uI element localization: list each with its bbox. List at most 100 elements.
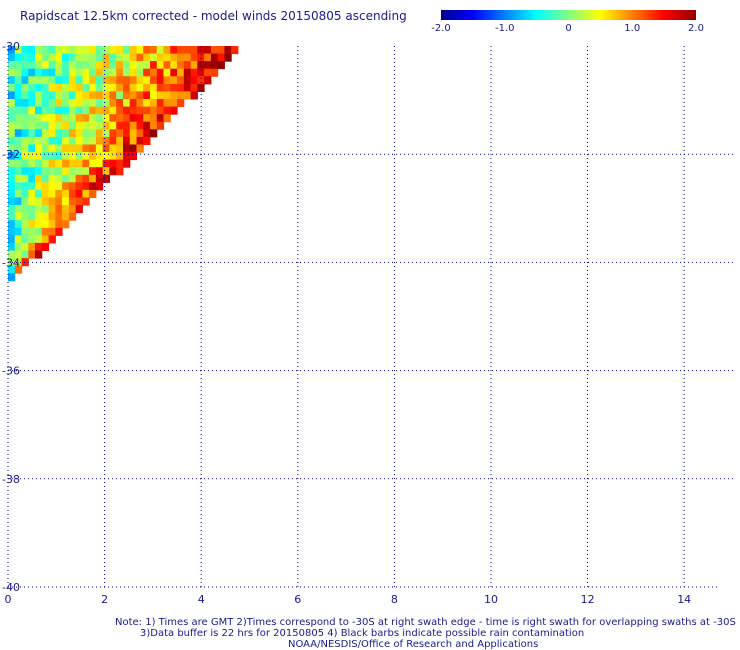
heatmap-cell (102, 174, 110, 183)
heatmap-cell (156, 76, 165, 85)
heatmap-cell (170, 53, 178, 62)
heatmap-cell (8, 273, 16, 282)
heatmap-cell (129, 53, 137, 62)
heatmap-cell (150, 83, 158, 92)
heatmap-cell (210, 53, 219, 62)
heatmap-cell (21, 189, 29, 198)
heatmap-cell (150, 46, 158, 55)
heatmap-cell (48, 159, 56, 168)
heatmap-cell (8, 205, 16, 214)
heatmap-cell (82, 129, 90, 138)
heatmap-cell (190, 68, 198, 77)
heatmap-cell (89, 68, 97, 77)
heatmap-cell (150, 114, 158, 123)
heatmap-cell (8, 235, 16, 244)
heatmap-cell (55, 99, 63, 108)
heatmap-cell (163, 61, 171, 70)
heatmap-cell (116, 159, 124, 168)
heatmap-cell (109, 144, 117, 153)
x-tick-label: 2 (101, 593, 108, 606)
heatmap-cell (95, 114, 104, 123)
heatmap-cell (75, 76, 83, 85)
heatmap-cell (123, 61, 131, 70)
heatmap-cell (197, 61, 205, 70)
heatmap-cell (150, 61, 158, 70)
heatmap-cell (62, 152, 70, 161)
heatmap-cell (170, 91, 178, 100)
heatmap-cell (55, 61, 63, 70)
heatmap-cell (41, 197, 50, 206)
heatmap-cell (156, 114, 165, 123)
heatmap-cell (35, 250, 43, 259)
heatmap-cell (143, 68, 151, 77)
heatmap-cell (102, 159, 110, 168)
heatmap-cell (55, 106, 63, 115)
heatmap-cell (14, 220, 23, 229)
heatmap-cell (89, 174, 97, 183)
heatmap-cell (35, 53, 43, 62)
heatmap-cell (21, 182, 29, 191)
y-tick-label: -40 (2, 581, 20, 594)
heatmap-cell (109, 53, 117, 62)
heatmap-cell (75, 91, 83, 100)
heatmap-cell (143, 106, 151, 115)
note-line-2: 3)Data buffer is 22 hrs for 20150805 4) … (140, 628, 585, 639)
heatmap-cell (62, 129, 70, 138)
heatmap-cell (156, 91, 165, 100)
heatmap-cell (177, 83, 185, 92)
heatmap-cell (8, 189, 16, 198)
heatmap-cell (82, 182, 90, 191)
heatmap-cell (143, 83, 151, 92)
heatmap-cell (204, 68, 212, 77)
heatmap-cell (82, 83, 90, 92)
heatmap-cell (35, 174, 43, 183)
heatmap-cell (48, 189, 56, 198)
heatmap-cell (156, 53, 165, 62)
heatmap-cell (75, 136, 83, 145)
heatmap-cell (109, 121, 117, 130)
heatmap-cell (28, 61, 36, 70)
heatmap-cell (123, 152, 131, 161)
heatmap-cell (170, 76, 178, 85)
heatmap-cell (95, 83, 104, 92)
heatmap-cell (35, 167, 43, 176)
heatmap-cell (177, 99, 185, 108)
heatmap-cell (14, 167, 23, 176)
heatmap-cell (28, 99, 36, 108)
heatmap-cell (82, 61, 90, 70)
heatmap-cell (68, 106, 77, 115)
heatmap-cell (116, 167, 124, 176)
heatmap-cell (75, 159, 83, 168)
heatmap-cell (123, 159, 131, 168)
heatmap-cell (14, 53, 23, 62)
heatmap-cell (177, 76, 185, 85)
heatmap-cell (35, 136, 43, 145)
heatmap-cell (190, 83, 198, 92)
heatmap-cell (48, 205, 56, 214)
heatmap-cell (82, 121, 90, 130)
heatmap-cell (89, 159, 97, 168)
heatmap-cell (68, 68, 77, 77)
heatmap-cell (35, 220, 43, 229)
heatmap-cell (109, 76, 117, 85)
heatmap-cell (183, 61, 192, 70)
heatmap-cell (35, 121, 43, 130)
heatmap-cell (28, 220, 36, 229)
heatmap-cell (143, 91, 151, 100)
heatmap-cell (21, 205, 29, 214)
heatmap-cell (8, 106, 16, 115)
heatmap-cell (14, 189, 23, 198)
heatmap-cell (123, 136, 131, 145)
heatmap-cell (150, 99, 158, 108)
heatmap-cell (197, 68, 205, 77)
heatmap-cell (8, 242, 16, 251)
heatmap-cell (89, 83, 97, 92)
heatmap-cell (48, 182, 56, 191)
heatmap-cell (55, 227, 63, 236)
heatmap-cell (8, 114, 16, 123)
heatmap-cell (21, 61, 29, 70)
heatmap-cell (68, 189, 77, 198)
heatmap-cell (68, 46, 77, 55)
heatmap-cell (143, 121, 151, 130)
heatmap-cell (68, 114, 77, 123)
